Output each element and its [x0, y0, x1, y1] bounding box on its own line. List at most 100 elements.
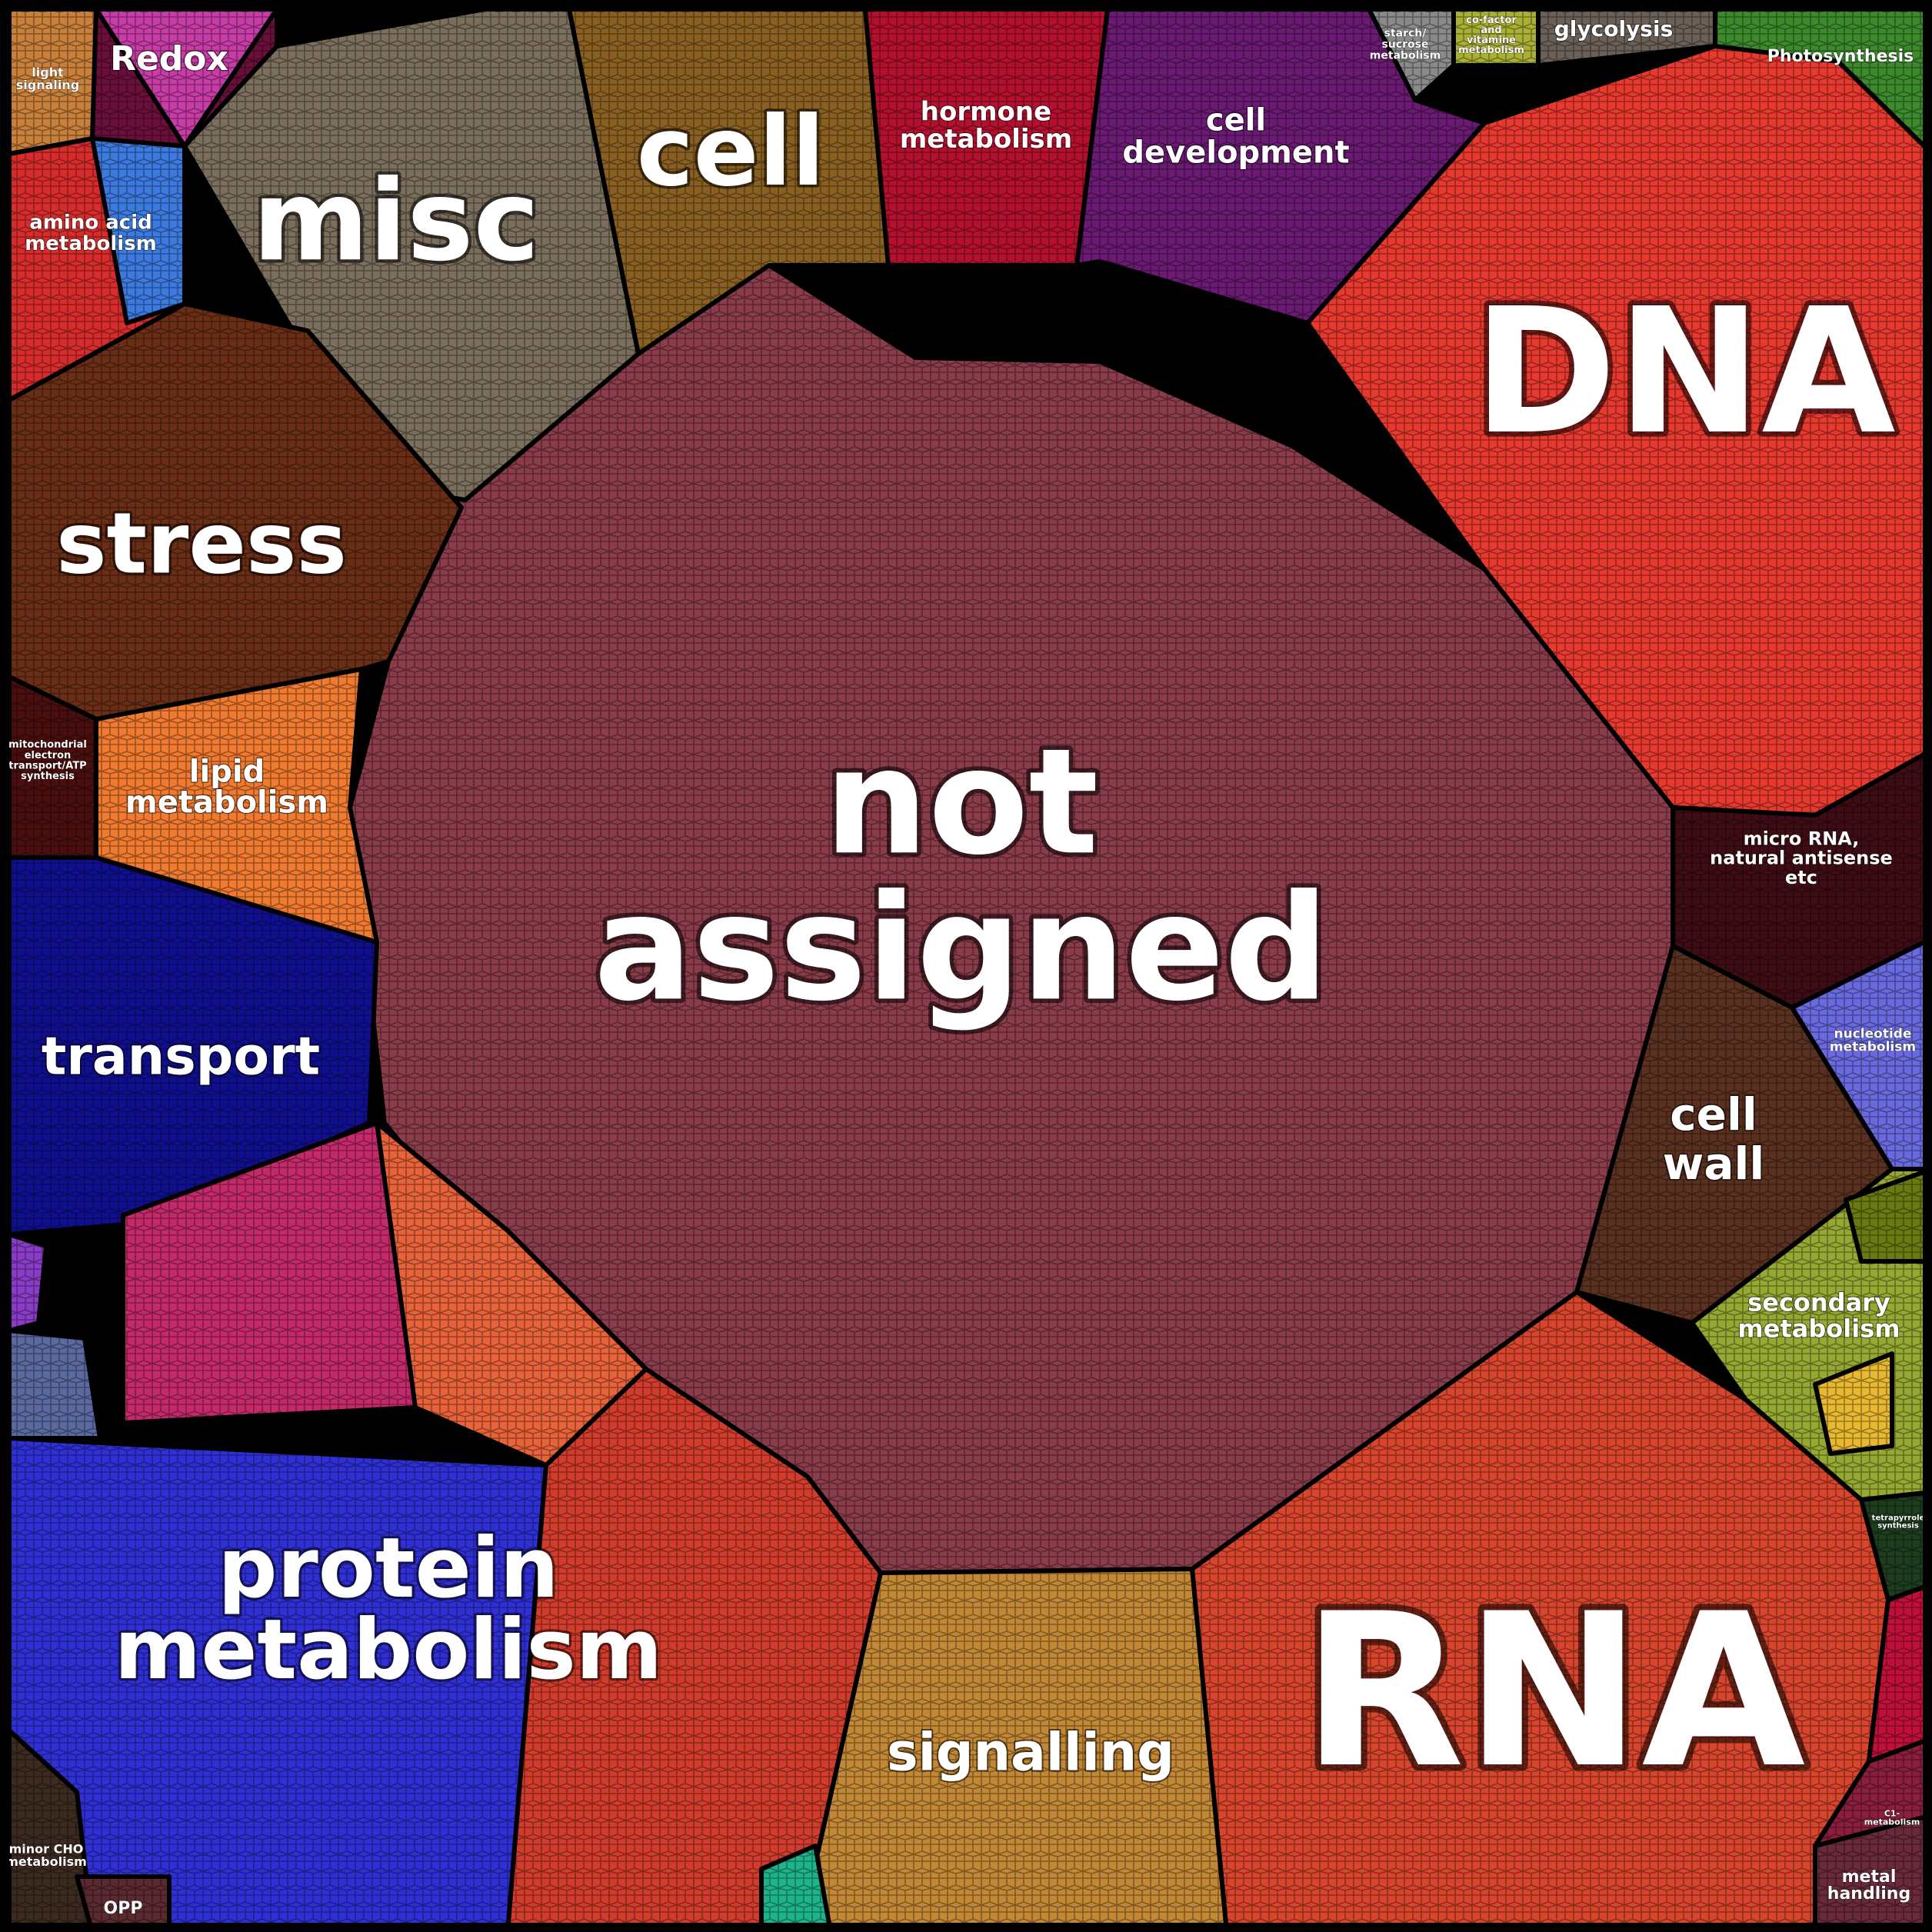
region-texture-micro-rna	[1673, 750, 1932, 1008]
label-line: metabolism	[115, 1602, 663, 1698]
label-line: amino acid	[29, 212, 152, 235]
label-line: glycolysis	[1554, 16, 1674, 42]
label-c1: C1-metabolism	[1864, 1808, 1920, 1827]
label-signalling: signalling	[887, 1722, 1174, 1783]
region-texture-glycolysis	[1538, 9, 1715, 65]
label-line: cell	[1206, 102, 1266, 138]
label-glycolysis: glycolysis	[1554, 16, 1674, 42]
region-texture-metal	[1815, 1815, 1932, 1932]
label-photosynthesis: Photosynthesis	[1767, 47, 1914, 66]
label-line: metabolism	[1864, 1817, 1920, 1827]
region-texture-signalling	[800, 1569, 1227, 1932]
label-line: protein	[218, 1521, 559, 1617]
label-line: stress	[56, 495, 347, 593]
region-texture-small-blue	[92, 138, 185, 323]
label-line: and	[1481, 25, 1501, 36]
region-texture-dna	[1307, 46, 1932, 815]
label-line: light	[32, 65, 64, 79]
label-line: metabolism	[5, 1854, 87, 1869]
label-minor-cho: minor CHO metabolism	[5, 1841, 87, 1869]
label-dna: DNA	[1473, 271, 1895, 473]
label-line: handling	[1827, 1884, 1910, 1904]
region-texture-red-pink-2	[508, 1369, 881, 1932]
label-line: signalling	[887, 1722, 1174, 1783]
label-cell: cell	[637, 96, 825, 208]
label-line: metabolism	[900, 124, 1072, 155]
label-line: transport	[42, 1026, 320, 1087]
label-line: transport/ATP	[8, 761, 86, 772]
label-nucleotide: nucleotide metabolism	[1830, 1027, 1916, 1055]
region-texture-stress	[9, 304, 461, 719]
label-lipid: lipid metabolism	[125, 754, 328, 820]
label-line: misc	[252, 156, 539, 286]
region-texture-c1	[1815, 1738, 1932, 1846]
label-transport: transport	[42, 1026, 320, 1087]
label-line: cell	[637, 96, 825, 208]
label-line: etc	[1785, 867, 1817, 888]
label-line: electron	[25, 750, 72, 761]
region-texture-lipid	[96, 669, 377, 942]
label-micro-rna: micro RNA, natural antisense etc	[1710, 828, 1893, 888]
region-texture-light	[9, 9, 96, 154]
label-hormone: hormone metabolism	[900, 96, 1072, 155]
label-secondary: secondary metabolism	[1737, 1288, 1900, 1344]
label-redox: Redox	[110, 39, 228, 78]
label-line: development	[1122, 135, 1349, 170]
label-line: co-factor	[1466, 15, 1517, 26]
label-line: cell	[1670, 1088, 1757, 1141]
label-line: nucleotide	[1834, 1027, 1912, 1042]
label-line: mitochondrial	[8, 739, 87, 751]
label-line: natural antisense	[1710, 848, 1893, 869]
region-texture-small-teal	[761, 1846, 831, 1932]
region-texture-orange-small	[377, 1123, 646, 1465]
region-texture-small-yellow	[1815, 1354, 1892, 1454]
label-line: not	[824, 717, 1099, 887]
region-texture-rna	[1192, 1292, 1888, 1932]
label-line: wall	[1663, 1138, 1764, 1190]
label-line: signaling	[16, 78, 79, 92]
region-texture-misc	[185, 9, 638, 500]
label-line: metabolism	[25, 232, 157, 255]
label-line: metabolism	[1737, 1314, 1900, 1343]
label-opp: OPP	[104, 1899, 143, 1918]
label-line: metabolism	[1830, 1040, 1916, 1055]
label-line: synthesis	[21, 771, 75, 782]
label-line: RNA	[1302, 1568, 1807, 1814]
label-line: OPP	[104, 1899, 143, 1918]
region-texture-cell-dev	[1077, 9, 1484, 323]
label-metal: metal handling	[1827, 1867, 1910, 1904]
region-texture-small-slate	[9, 1331, 100, 1438]
label-line: metabolism	[1370, 50, 1441, 62]
label-line: Redox	[110, 39, 228, 78]
label-line: hormone	[921, 96, 1051, 127]
label-line: synthesis	[1877, 1522, 1919, 1531]
label-line: metabolism	[125, 784, 328, 820]
label-amino-acid: amino acid metabolism	[25, 212, 157, 255]
label-line: Photosynthesis	[1767, 47, 1914, 66]
region-texture-photosynthesis	[1715, 9, 1932, 154]
label-line: tetrapyrrole	[1872, 1514, 1925, 1523]
label-starch: starch/sucrose metabolism	[1370, 27, 1441, 62]
label-protein: protein metabolism	[115, 1521, 663, 1698]
label-line: vitamine	[1467, 35, 1516, 46]
region-texture-cofactor	[1454, 9, 1538, 65]
label-tetrapyrrole: tetrapyrrole synthesis	[1872, 1514, 1925, 1531]
label-line: lipid	[189, 754, 265, 789]
region-texture-opp	[77, 1877, 169, 1932]
label-line: minor CHO	[9, 1841, 84, 1856]
label-cell-dev: cell development	[1122, 102, 1349, 170]
label-line: metabolism	[1458, 45, 1524, 56]
region-texture-tetrapyrrole	[1861, 1492, 1932, 1600]
region-texture-small-pink	[96, 9, 277, 146]
region-layer	[7, 7, 1932, 1932]
region-texture-minor-cho	[9, 1730, 92, 1932]
region-texture-small-olive	[1846, 1169, 1932, 1261]
region-texture-protein	[9, 1438, 546, 1932]
label-cofactor: co-factor and vitamine metabolism	[1458, 15, 1524, 56]
region-texture-cell	[569, 9, 888, 354]
region-texture-hormone	[865, 9, 1108, 265]
label-line: metal	[1842, 1867, 1897, 1887]
region-texture-small-crimson	[1869, 1584, 1932, 1761]
